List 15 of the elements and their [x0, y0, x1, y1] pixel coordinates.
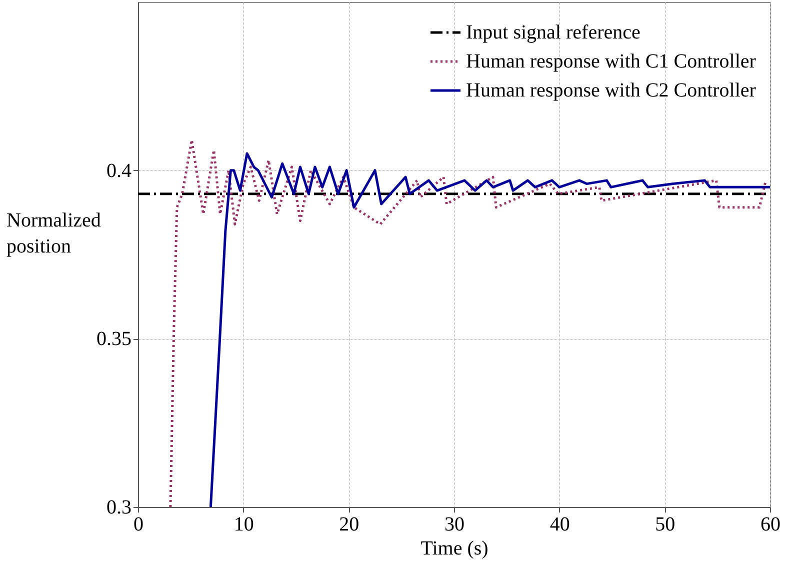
y-tick-label: 0.4	[106, 160, 132, 182]
legend-label: Input signal reference	[466, 22, 640, 44]
x-tick-label: 50	[655, 514, 676, 536]
y-tick-label: 0.3	[106, 496, 132, 518]
x-tick-label: 10	[234, 514, 254, 536]
y-tick-label: 0.35	[96, 328, 132, 350]
x-tick-label: 0	[134, 514, 144, 536]
x-axis-title: Time (s)	[420, 538, 488, 560]
x-tick-label: 20	[339, 514, 360, 536]
x-tick-label: 60	[760, 514, 780, 536]
y-axis-title: Normalized position	[6, 210, 101, 258]
legend-label: Human response with C2 Controller	[466, 80, 756, 102]
legend-label: Human response with C1 Controller	[466, 50, 756, 72]
x-tick-label: 40	[550, 514, 570, 536]
x-tick-label: 30	[444, 514, 464, 536]
